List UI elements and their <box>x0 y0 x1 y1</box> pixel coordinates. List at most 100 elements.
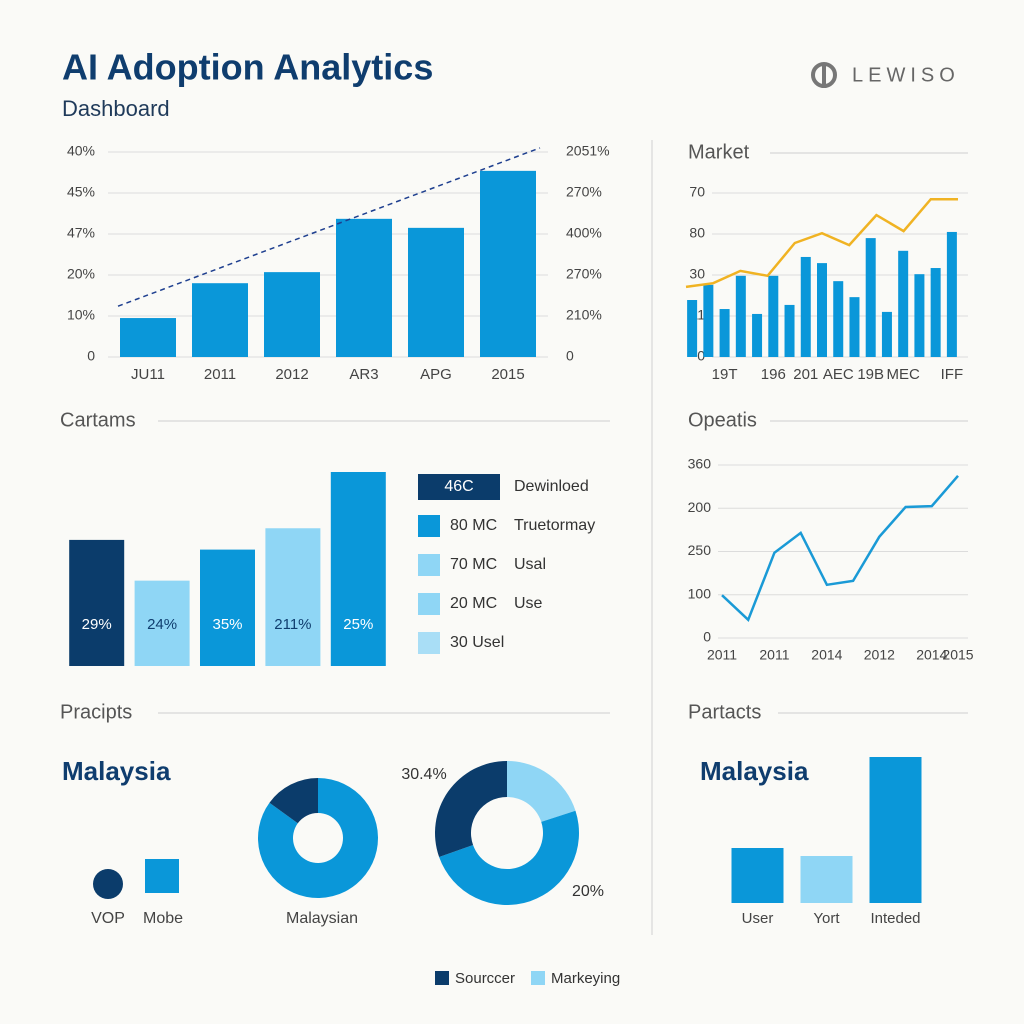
y-tick-label: 10% <box>67 307 95 323</box>
x-tick-label: APG <box>420 366 452 383</box>
donut-segment <box>258 778 378 898</box>
legend-name: 30 Usel <box>450 634 504 651</box>
bar <box>200 549 255 666</box>
legend-label: VOP <box>91 910 125 927</box>
donut-name: Malaysian <box>286 910 358 927</box>
y-tick-label: 0 <box>697 348 705 364</box>
donut-segment <box>435 761 507 857</box>
x-tick-label: 2014 <box>916 647 947 663</box>
x-tick-label: 2012 <box>864 647 895 663</box>
bar <box>817 263 827 357</box>
legend-name: Usal <box>514 556 546 573</box>
panel-title: Cartams <box>60 409 136 431</box>
bar <box>731 848 784 903</box>
panel-title: Market <box>688 141 750 163</box>
bar <box>719 309 730 357</box>
bar <box>687 300 698 357</box>
y-tick-label: 200 <box>688 499 712 515</box>
bar <box>946 231 957 357</box>
panel-label: Malaysia <box>700 756 809 786</box>
bar <box>881 311 892 357</box>
bar <box>752 313 763 357</box>
logo-text: LEWISO <box>852 64 960 86</box>
legend-name: Dewinloed <box>514 478 589 495</box>
legend-swatch <box>418 554 440 576</box>
y-tick-label: 100 <box>688 585 712 601</box>
y2-tick-label: 270% <box>566 266 602 282</box>
line-series <box>685 197 958 289</box>
y-tick-label: 80 <box>689 225 705 241</box>
bar <box>914 274 925 357</box>
y-tick-label: 70 <box>689 184 705 200</box>
legend-label: Sourccer <box>455 970 515 987</box>
legend-box <box>418 474 500 500</box>
x-tick-label: 2014 <box>811 647 842 663</box>
title: AI Adoption Analytics <box>62 47 433 88</box>
legend-label: Markeying <box>551 970 620 987</box>
bar <box>192 283 248 357</box>
y2-tick-label: 2051% <box>566 143 610 159</box>
bar <box>800 256 811 357</box>
bar <box>120 318 176 357</box>
bar <box>735 275 746 357</box>
y-tick-label: 40% <box>67 143 95 159</box>
legend-value: 20 MC <box>450 595 497 612</box>
donut-value-label: 20% <box>572 883 604 900</box>
x-tick-label: IFF <box>941 366 964 383</box>
line-series <box>721 474 959 622</box>
legend-value: 70 MC <box>450 556 497 573</box>
panel-title: Pracipts <box>60 701 132 723</box>
bar <box>898 250 909 357</box>
x-tick-label: Inteded <box>870 910 920 927</box>
bar <box>480 170 536 357</box>
legend-name: Truetormay <box>514 517 595 534</box>
legend-swatch <box>418 593 440 615</box>
legend-value: 80 MC <box>450 517 497 534</box>
x-tick-label: 196 <box>761 366 786 383</box>
subtitle: Dashboard <box>62 96 170 121</box>
donut-segment <box>439 810 580 906</box>
legend-marker <box>93 869 123 899</box>
y2-tick-label: 210% <box>566 307 602 323</box>
bar-label: 25% <box>343 616 373 633</box>
bar <box>930 268 941 357</box>
y-tick-label: 0 <box>703 629 711 645</box>
donut-value-label: 30.4% <box>401 766 446 783</box>
bar <box>134 580 190 666</box>
y-tick-label: 360 <box>688 456 712 472</box>
legend-name: Use <box>514 595 543 612</box>
x-tick-label: 201 <box>793 366 818 383</box>
bar <box>703 284 714 357</box>
x-tick-label: 19B <box>857 366 884 383</box>
y2-tick-label: 400% <box>566 225 602 241</box>
y-tick-label: 45% <box>67 184 95 200</box>
bar-label: 24% <box>147 616 177 633</box>
bar <box>330 472 386 666</box>
bar <box>265 528 321 666</box>
x-tick-label: JU11 <box>131 366 165 383</box>
x-tick-label: 2011 <box>759 647 789 663</box>
bar-label: 35% <box>212 616 242 633</box>
bar-label: 29% <box>82 616 112 633</box>
legend-swatch <box>418 632 440 654</box>
x-tick-label: User <box>742 910 774 927</box>
bar <box>869 757 922 903</box>
bar <box>784 304 795 357</box>
bar <box>264 272 320 357</box>
y-tick-label: 0 <box>87 348 95 364</box>
logo-icon <box>811 62 837 88</box>
legend-swatch <box>435 971 449 985</box>
legend-label: Mobe <box>143 910 183 927</box>
x-tick-label: Yort <box>813 910 840 927</box>
y-tick-label: 250 <box>688 542 712 558</box>
y2-tick-label: 270% <box>566 184 602 200</box>
panel-title: Partacts <box>688 701 761 723</box>
x-tick-label: AEC <box>823 366 854 383</box>
bar <box>336 218 392 357</box>
x-tick-label: 2015 <box>491 366 524 383</box>
panel-title: Opeatis <box>688 409 757 431</box>
bar <box>768 275 779 357</box>
trend-line <box>117 147 541 307</box>
